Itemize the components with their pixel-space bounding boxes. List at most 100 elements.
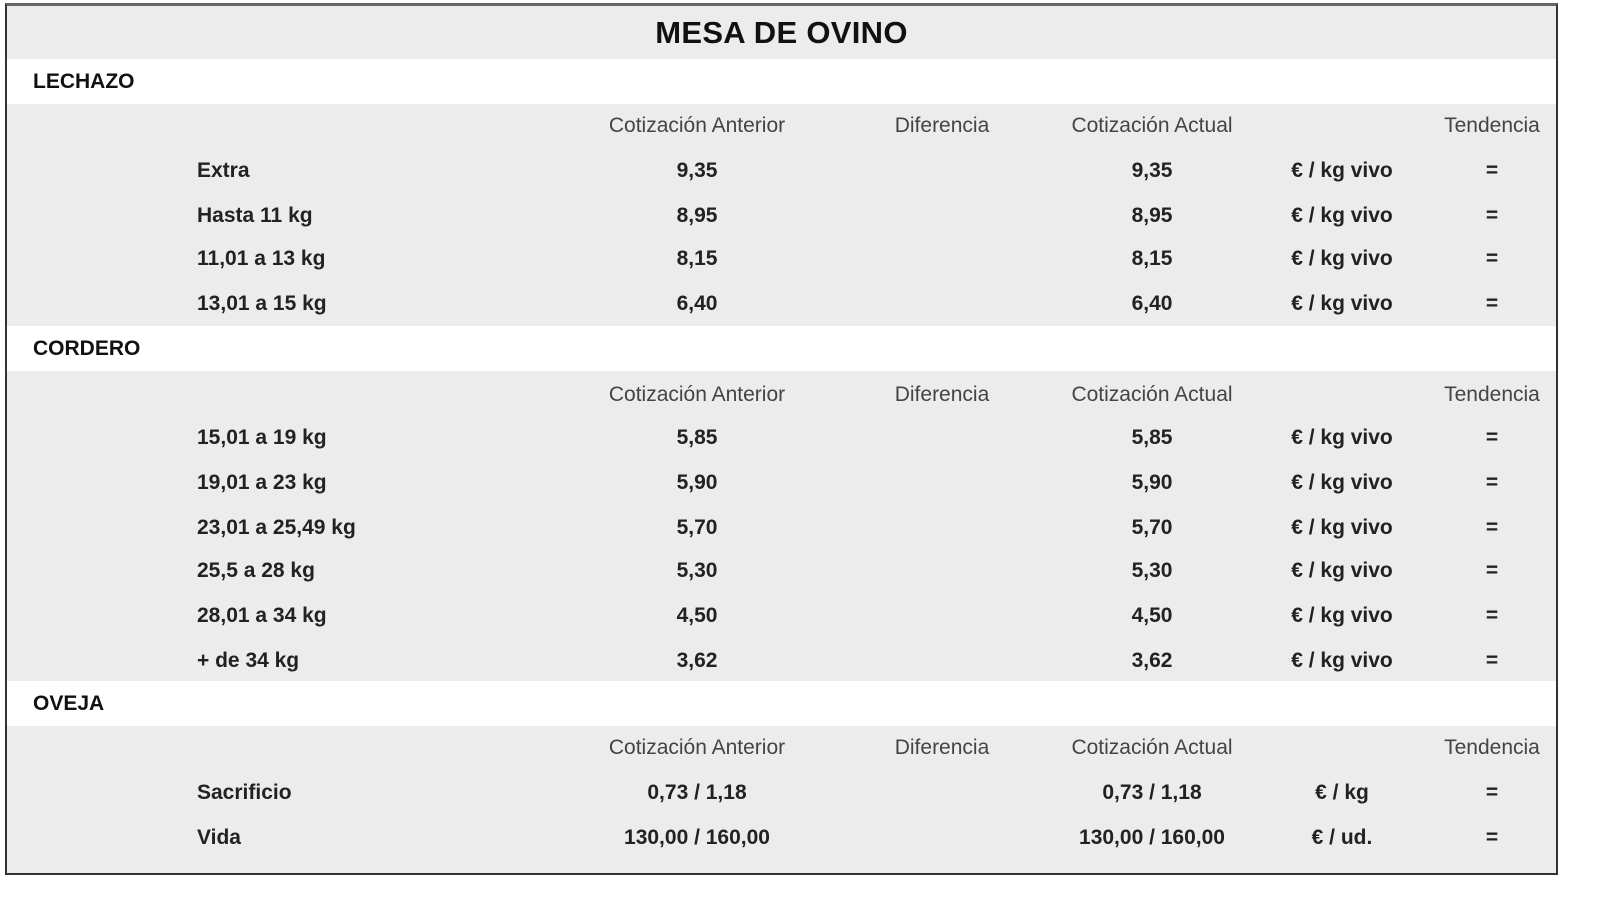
- title-bar: MESA DE OVINO: [7, 6, 1556, 59]
- actual-value: 5,90: [1131, 471, 1173, 494]
- diff-value: [887, 416, 997, 460]
- table-row: 19,01 a 23 kg 5,90 5,90 € / kg vivo =: [7, 461, 1556, 505]
- table-row: 11,01 a 13 kg 8,15 8,15 € / kg vivo =: [7, 237, 1556, 281]
- actual-value: 3,62: [1131, 649, 1173, 672]
- unit: € / kg: [1315, 781, 1369, 804]
- prev-value: 5,70: [676, 516, 718, 539]
- row-label: 28,01 a 34 kg: [197, 604, 327, 627]
- diff-value: [887, 771, 997, 815]
- unit: € / kg vivo: [1291, 204, 1393, 227]
- unit: € / ud.: [1311, 826, 1373, 849]
- unit: € / kg vivo: [1291, 247, 1393, 270]
- prev-value: 8,95: [676, 204, 718, 227]
- section-header-cordero: CORDERO: [7, 326, 1556, 371]
- diff-value: [887, 149, 997, 193]
- actual-value: 8,95: [1131, 204, 1173, 227]
- actual-value: 5,85: [1131, 426, 1173, 449]
- actual-value: 9,35: [1131, 159, 1173, 182]
- diff-value: [887, 282, 997, 326]
- header-actual: Cotización Actual: [1071, 383, 1233, 406]
- table-row: Sacrificio 0,73 / 1,18 0,73 / 1,18 € / k…: [7, 771, 1556, 815]
- row-label: 23,01 a 25,49 kg: [197, 516, 356, 539]
- actual-value: 8,15: [1131, 247, 1173, 270]
- trend-value: =: [1485, 604, 1499, 627]
- prev-value: 5,90: [676, 471, 718, 494]
- price-table: MESA DE OVINO LECHAZO Cotización Anterio…: [5, 3, 1558, 875]
- row-label: Vida: [197, 826, 241, 849]
- unit: € / kg vivo: [1291, 426, 1393, 449]
- column-header-row: Cotización Anterior Diferencia Cotizació…: [7, 373, 1556, 417]
- prev-value: 0,73 / 1,18: [647, 781, 747, 804]
- row-label: 19,01 a 23 kg: [197, 471, 327, 494]
- diff-value: [887, 594, 997, 638]
- row-label: 11,01 a 13 kg: [197, 247, 326, 270]
- diff-value: [887, 639, 997, 683]
- trend-value: =: [1485, 559, 1499, 582]
- diff-value: [887, 816, 997, 860]
- diff-value: [887, 506, 997, 550]
- trend-value: =: [1485, 471, 1499, 494]
- section-title: OVEJA: [33, 691, 105, 715]
- row-label: Hasta 11 kg: [197, 204, 313, 227]
- table-row: Extra 9,35 9,35 € / kg vivo =: [7, 149, 1556, 193]
- prev-value: 6,40: [676, 292, 718, 315]
- actual-value: 0,73 / 1,18: [1102, 781, 1202, 804]
- section-title: LECHAZO: [33, 69, 135, 93]
- diff-value: [887, 194, 997, 238]
- actual-value: 4,50: [1131, 604, 1173, 627]
- header-actual: Cotización Actual: [1071, 114, 1233, 137]
- trend-value: =: [1485, 649, 1499, 672]
- unit: € / kg vivo: [1291, 159, 1393, 182]
- actual-value: 5,70: [1131, 516, 1173, 539]
- unit: € / kg vivo: [1291, 559, 1393, 582]
- section-body-lechazo: Cotización Anterior Diferencia Cotizació…: [7, 104, 1556, 326]
- row-label: Sacrificio: [197, 781, 292, 804]
- header-actual: Cotización Actual: [1071, 736, 1233, 759]
- diff-value: [887, 549, 997, 593]
- prev-value: 8,15: [676, 247, 718, 270]
- header-prev: Cotización Anterior: [608, 383, 786, 406]
- section-title: CORDERO: [33, 336, 141, 360]
- trend-value: =: [1485, 826, 1499, 849]
- row-label: 25,5 a 28 kg: [197, 559, 315, 582]
- diff-value: [887, 237, 997, 281]
- trend-value: =: [1485, 781, 1499, 804]
- row-label: + de 34 kg: [197, 649, 300, 672]
- prev-value: 130,00 / 160,00: [624, 826, 770, 849]
- page-title: MESA DE OVINO: [655, 14, 908, 50]
- section-body-oveja: Cotización Anterior Diferencia Cotizació…: [7, 726, 1556, 873]
- header-trend: Tendencia: [1444, 383, 1540, 406]
- actual-value: 130,00 / 160,00: [1079, 826, 1225, 849]
- trend-value: =: [1485, 204, 1499, 227]
- actual-value: 6,40: [1131, 292, 1173, 315]
- row-label: Extra: [197, 159, 250, 182]
- prev-value: 3,62: [676, 649, 718, 672]
- column-header-row: Cotización Anterior Diferencia Cotizació…: [7, 104, 1556, 148]
- trend-value: =: [1485, 247, 1499, 270]
- header-prev: Cotización Anterior: [608, 114, 786, 137]
- header-diff: Diferencia: [894, 114, 990, 137]
- section-body-cordero: Cotización Anterior Diferencia Cotizació…: [7, 371, 1556, 681]
- table-row: 23,01 a 25,49 kg 5,70 5,70 € / kg vivo =: [7, 506, 1556, 550]
- table-row: 25,5 a 28 kg 5,30 5,30 € / kg vivo =: [7, 549, 1556, 593]
- header-diff: Diferencia: [894, 383, 990, 406]
- table-row: 15,01 a 19 kg 5,85 5,85 € / kg vivo =: [7, 416, 1556, 460]
- row-label: 13,01 a 15 kg: [197, 292, 327, 315]
- unit: € / kg vivo: [1291, 516, 1393, 539]
- trend-value: =: [1485, 516, 1499, 539]
- prev-value: 4,50: [676, 604, 718, 627]
- actual-value: 5,30: [1131, 559, 1173, 582]
- trend-value: =: [1485, 159, 1499, 182]
- section-header-oveja: OVEJA: [7, 681, 1556, 726]
- section-header-lechazo: LECHAZO: [7, 59, 1556, 104]
- table-row: + de 34 kg 3,62 3,62 € / kg vivo =: [7, 639, 1556, 683]
- unit: € / kg vivo: [1291, 649, 1393, 672]
- prev-value: 5,30: [676, 559, 718, 582]
- table-row: 13,01 a 15 kg 6,40 6,40 € / kg vivo =: [7, 282, 1556, 326]
- header-diff: Diferencia: [894, 736, 990, 759]
- table-row: 28,01 a 34 kg 4,50 4,50 € / kg vivo =: [7, 594, 1556, 638]
- header-trend: Tendencia: [1444, 114, 1540, 137]
- row-label: 15,01 a 19 kg: [197, 426, 327, 449]
- unit: € / kg vivo: [1291, 292, 1393, 315]
- trend-value: =: [1485, 426, 1499, 449]
